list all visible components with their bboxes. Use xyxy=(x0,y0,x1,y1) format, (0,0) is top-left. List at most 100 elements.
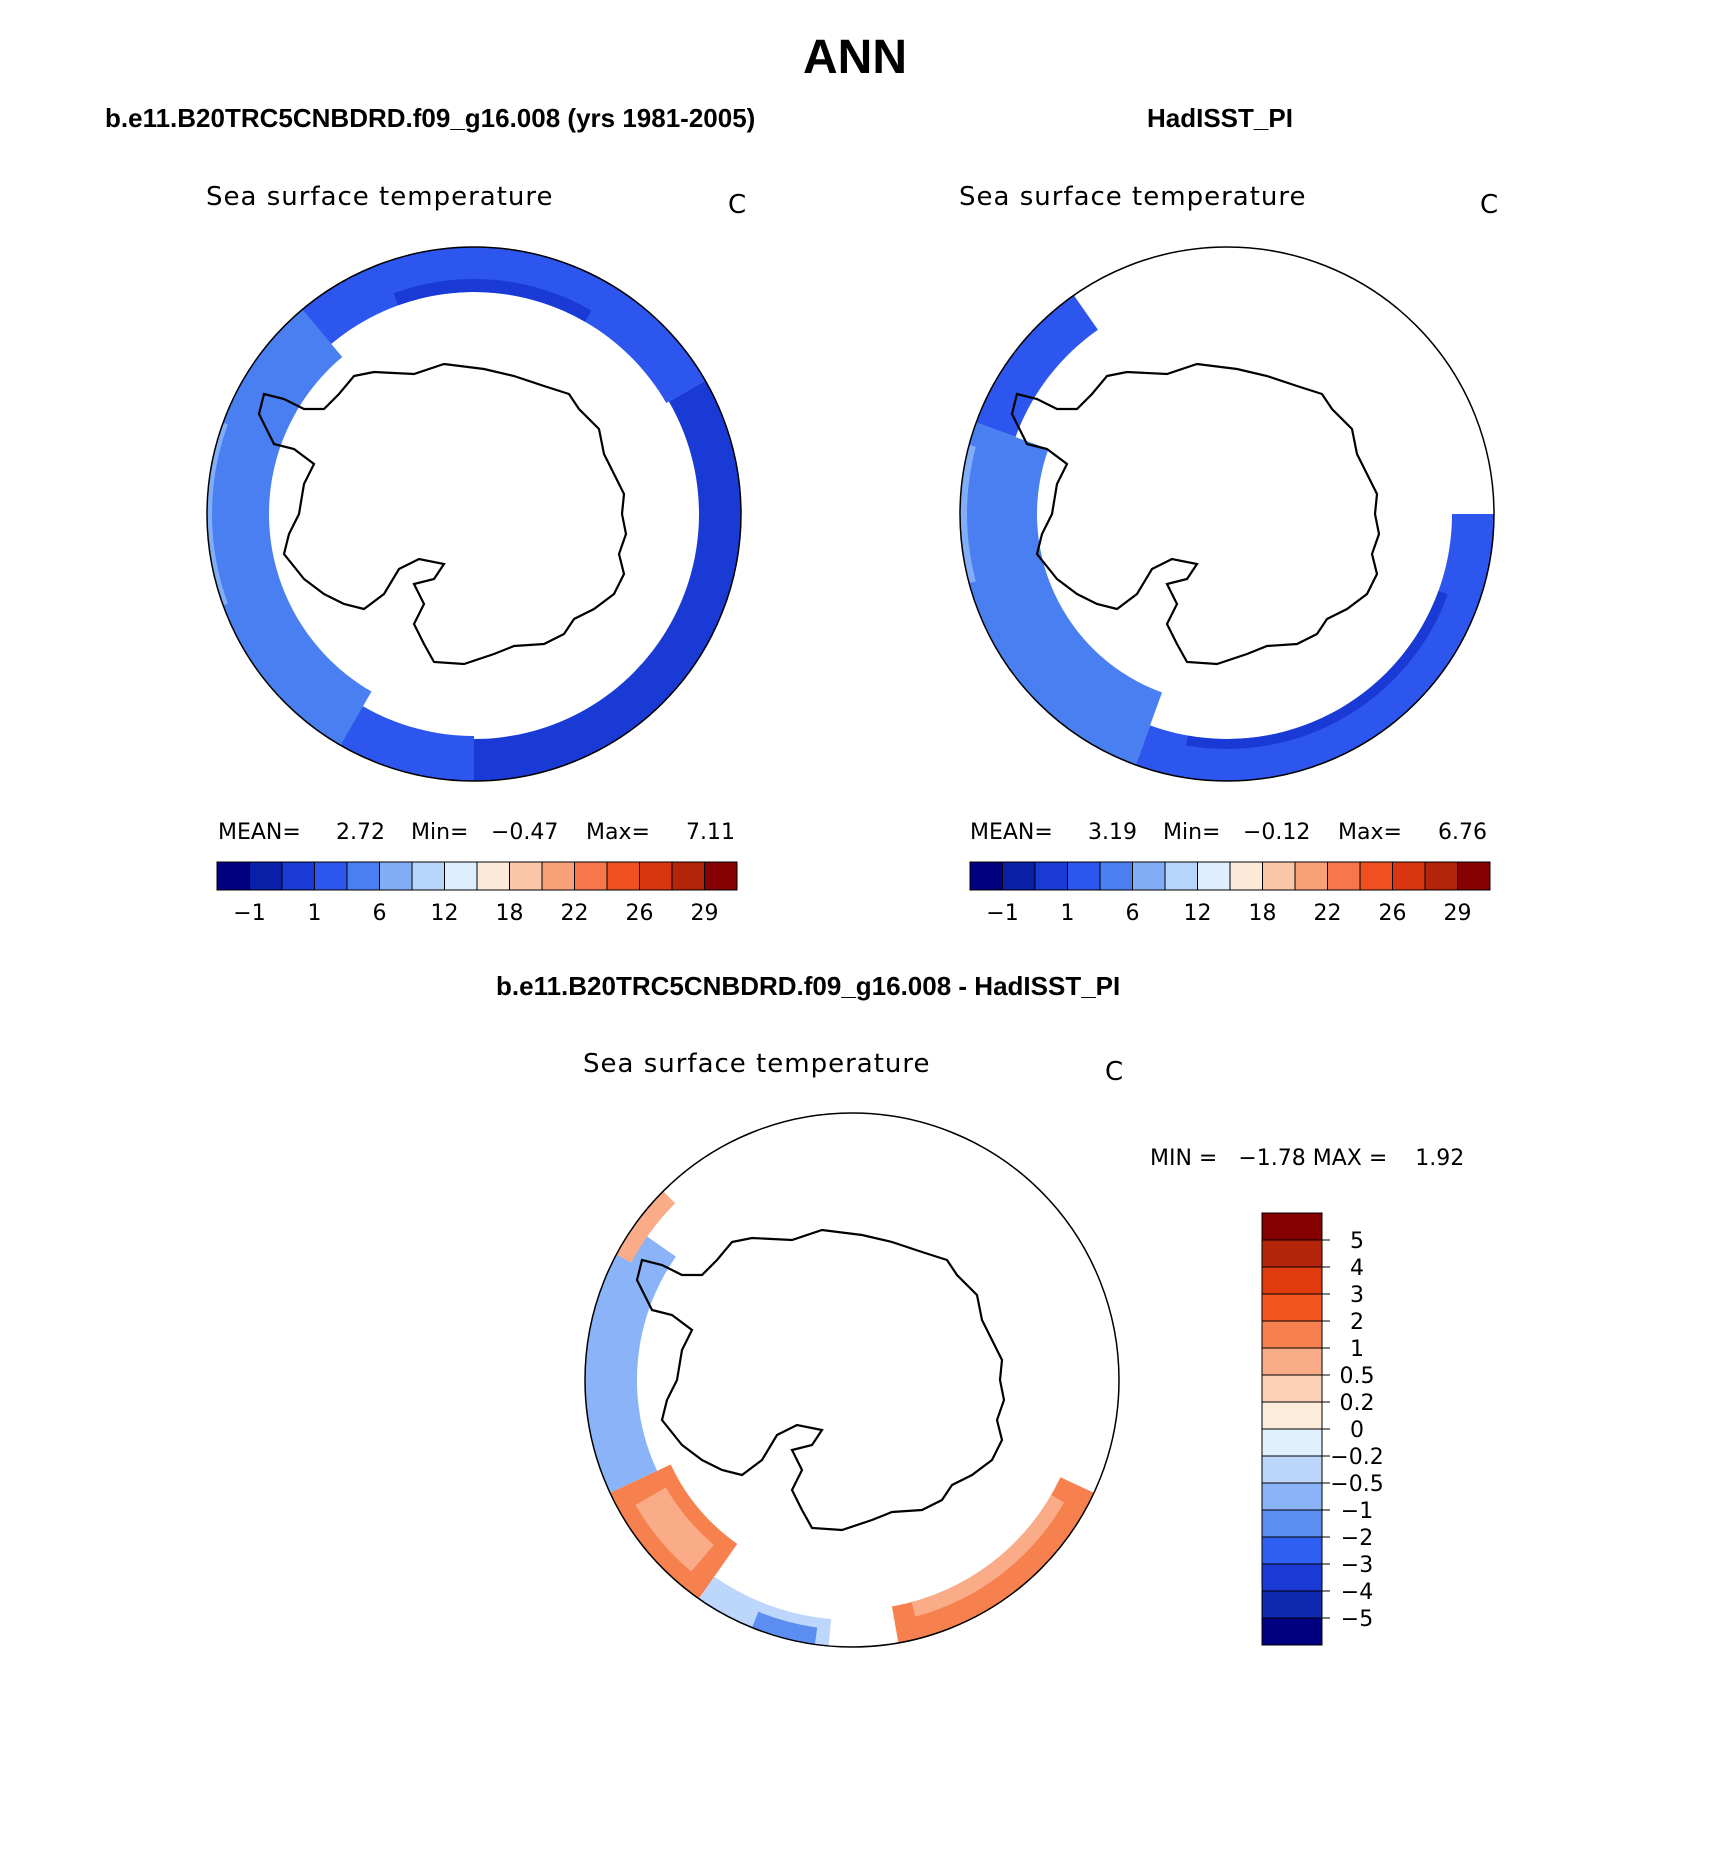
obs-colorbar-tick-label: −1 xyxy=(986,901,1018,926)
model-colorbar-box xyxy=(249,861,283,891)
model-antarctica-coastline xyxy=(257,362,628,666)
diff-colorbar-box xyxy=(1261,1401,1323,1430)
model-colorbar-box xyxy=(216,861,250,891)
obs-mean-value: 3.19 xyxy=(1088,820,1137,845)
diff-map-boundary xyxy=(584,1112,1120,1648)
obs-colorbar-box xyxy=(1229,861,1263,891)
diff-colorbar-box xyxy=(1261,1320,1323,1349)
obs-colorbar-tick-label: 22 xyxy=(1314,901,1342,926)
diff-colorbar-box xyxy=(1261,1563,1323,1592)
obs-panel-header: HadISST_PI xyxy=(1147,103,1293,133)
diff-colorbar-box xyxy=(1261,1536,1323,1565)
diff-colorbar-tick-label: −5 xyxy=(1341,1607,1373,1632)
obs-colorbar-box xyxy=(1067,861,1101,891)
diff-colorbar-tick-label: −0.5 xyxy=(1330,1472,1383,1497)
diff-sst-band xyxy=(911,1495,1065,1617)
diff-panel-header: b.e11.B20TRC5CNBDRD.f09_g16.008 - HadISS… xyxy=(496,971,1121,1001)
model-colorbar-tick-label: 12 xyxy=(431,901,459,926)
diff-colorbar-box xyxy=(1261,1455,1323,1484)
obs-colorbar-box xyxy=(1262,861,1296,891)
model-max-label: Max= xyxy=(586,820,650,845)
model-colorbar-box xyxy=(574,861,608,891)
model-colorbar-tick-label: 6 xyxy=(373,901,387,926)
diff-field xyxy=(585,1189,1097,1647)
model-colorbar-box xyxy=(411,861,445,891)
diff-colorbar-tick-label: −4 xyxy=(1341,1580,1373,1605)
model-min-value: −0.47 xyxy=(491,820,559,845)
obs-colorbar-box xyxy=(1132,861,1166,891)
model-panel-header: b.e11.B20TRC5CNBDRD.f09_g16.008 (yrs 198… xyxy=(105,103,756,133)
obs-colorbar-box xyxy=(1392,861,1426,891)
diff-colorbar-box xyxy=(1261,1212,1323,1241)
diff-sst-band xyxy=(635,1487,714,1572)
diff-colorbar-box xyxy=(1261,1293,1323,1322)
model-mean-value: 2.72 xyxy=(336,820,385,845)
obs-units: C xyxy=(1480,190,1499,220)
obs-colorbar-tick-label: 18 xyxy=(1249,901,1277,926)
diff-colorbar-tick-label: −0.2 xyxy=(1330,1445,1383,1470)
obs-colorbar-box xyxy=(1294,861,1328,891)
model-min-label: Min= xyxy=(411,820,469,845)
model-colorbar-box xyxy=(444,861,478,891)
obs-colorbar-box xyxy=(1424,861,1458,891)
figure-title: ANN xyxy=(803,31,907,84)
diff-colorbar-box xyxy=(1261,1239,1323,1268)
diff-colorbar-tick-label: 0 xyxy=(1350,1418,1364,1443)
diff-colorbar-tick-label: −1 xyxy=(1341,1499,1373,1524)
diff-colorbar-tick-label: 0.5 xyxy=(1340,1364,1375,1389)
model-sst-band xyxy=(393,279,592,322)
obs-min-label: Min= xyxy=(1163,820,1221,845)
model-units: C xyxy=(728,190,747,220)
model-sst-band xyxy=(207,307,372,748)
diff-colorbar-box xyxy=(1261,1617,1323,1646)
diff-colorbar-box xyxy=(1261,1590,1323,1619)
obs-colorbar-box xyxy=(969,861,1003,891)
model-colorbar-box xyxy=(704,861,738,891)
diff-sst-band xyxy=(585,1225,676,1495)
diff-colorbar-tick-label: 0.2 xyxy=(1340,1391,1375,1416)
diff-colorbar-tick-label: 1 xyxy=(1350,1337,1364,1362)
obs-sst-band xyxy=(1186,590,1448,749)
obs-colorbar-tick-label: 1 xyxy=(1061,901,1075,926)
diff-colorbar-tick-label: 3 xyxy=(1350,1283,1364,1308)
obs-colorbar-tick-label: 12 xyxy=(1184,901,1212,926)
model-colorbar-box xyxy=(639,861,673,891)
obs-colorbar-box xyxy=(1099,861,1133,891)
model-colorbar-box xyxy=(509,861,543,891)
model-colorbar-tick-label: 1 xyxy=(308,901,322,926)
diff-colorbar-box xyxy=(1261,1374,1323,1403)
diff-colorbar-tick-label: −2 xyxy=(1341,1526,1373,1551)
model-colorbar-tick-label: 26 xyxy=(626,901,654,926)
model-colorbar-box xyxy=(346,861,380,891)
obs-max-label: Max= xyxy=(1338,820,1402,845)
obs-colorbar-box xyxy=(1197,861,1231,891)
diff-colorbar-tick-label: −3 xyxy=(1341,1553,1373,1578)
model-colorbar-box xyxy=(606,861,640,891)
model-colorbar-box xyxy=(314,861,348,891)
diff-sst-band xyxy=(613,1189,676,1263)
obs-variable-title: Sea surface temperature xyxy=(959,182,1307,212)
obs-colorbar-box xyxy=(1002,861,1036,891)
model-colorbar-box xyxy=(379,861,413,891)
diff-colorbar-tick-label: 4 xyxy=(1350,1256,1364,1281)
model-sst-band xyxy=(474,379,741,781)
obs-colorbar-tick-label: 6 xyxy=(1126,901,1140,926)
obs-colorbar-tick-label: 29 xyxy=(1444,901,1472,926)
obs-min-value: −0.12 xyxy=(1243,820,1311,845)
diff-minmax: MIN = −1.78 MAX = 1.92 xyxy=(1150,1146,1465,1171)
obs-colorbar-tick-label: 26 xyxy=(1379,901,1407,926)
obs-colorbar-box xyxy=(1457,861,1491,891)
obs-colorbar-box xyxy=(1359,861,1393,891)
diff-antarctica-coastline xyxy=(635,1228,1006,1532)
model-colorbar-tick-label: 18 xyxy=(496,901,524,926)
model-colorbar-tick-label: −1 xyxy=(233,901,265,926)
diff-colorbar-box xyxy=(1261,1482,1323,1511)
model-mean-label: MEAN= xyxy=(218,820,301,845)
obs-sst-band xyxy=(973,292,1098,438)
model-map-boundary xyxy=(206,246,742,782)
model-colorbar-box xyxy=(281,861,315,891)
model-max-value: 7.11 xyxy=(686,820,735,845)
obs-map-boundary xyxy=(959,246,1495,782)
diff-variable-title: Sea surface temperature xyxy=(583,1049,931,1079)
